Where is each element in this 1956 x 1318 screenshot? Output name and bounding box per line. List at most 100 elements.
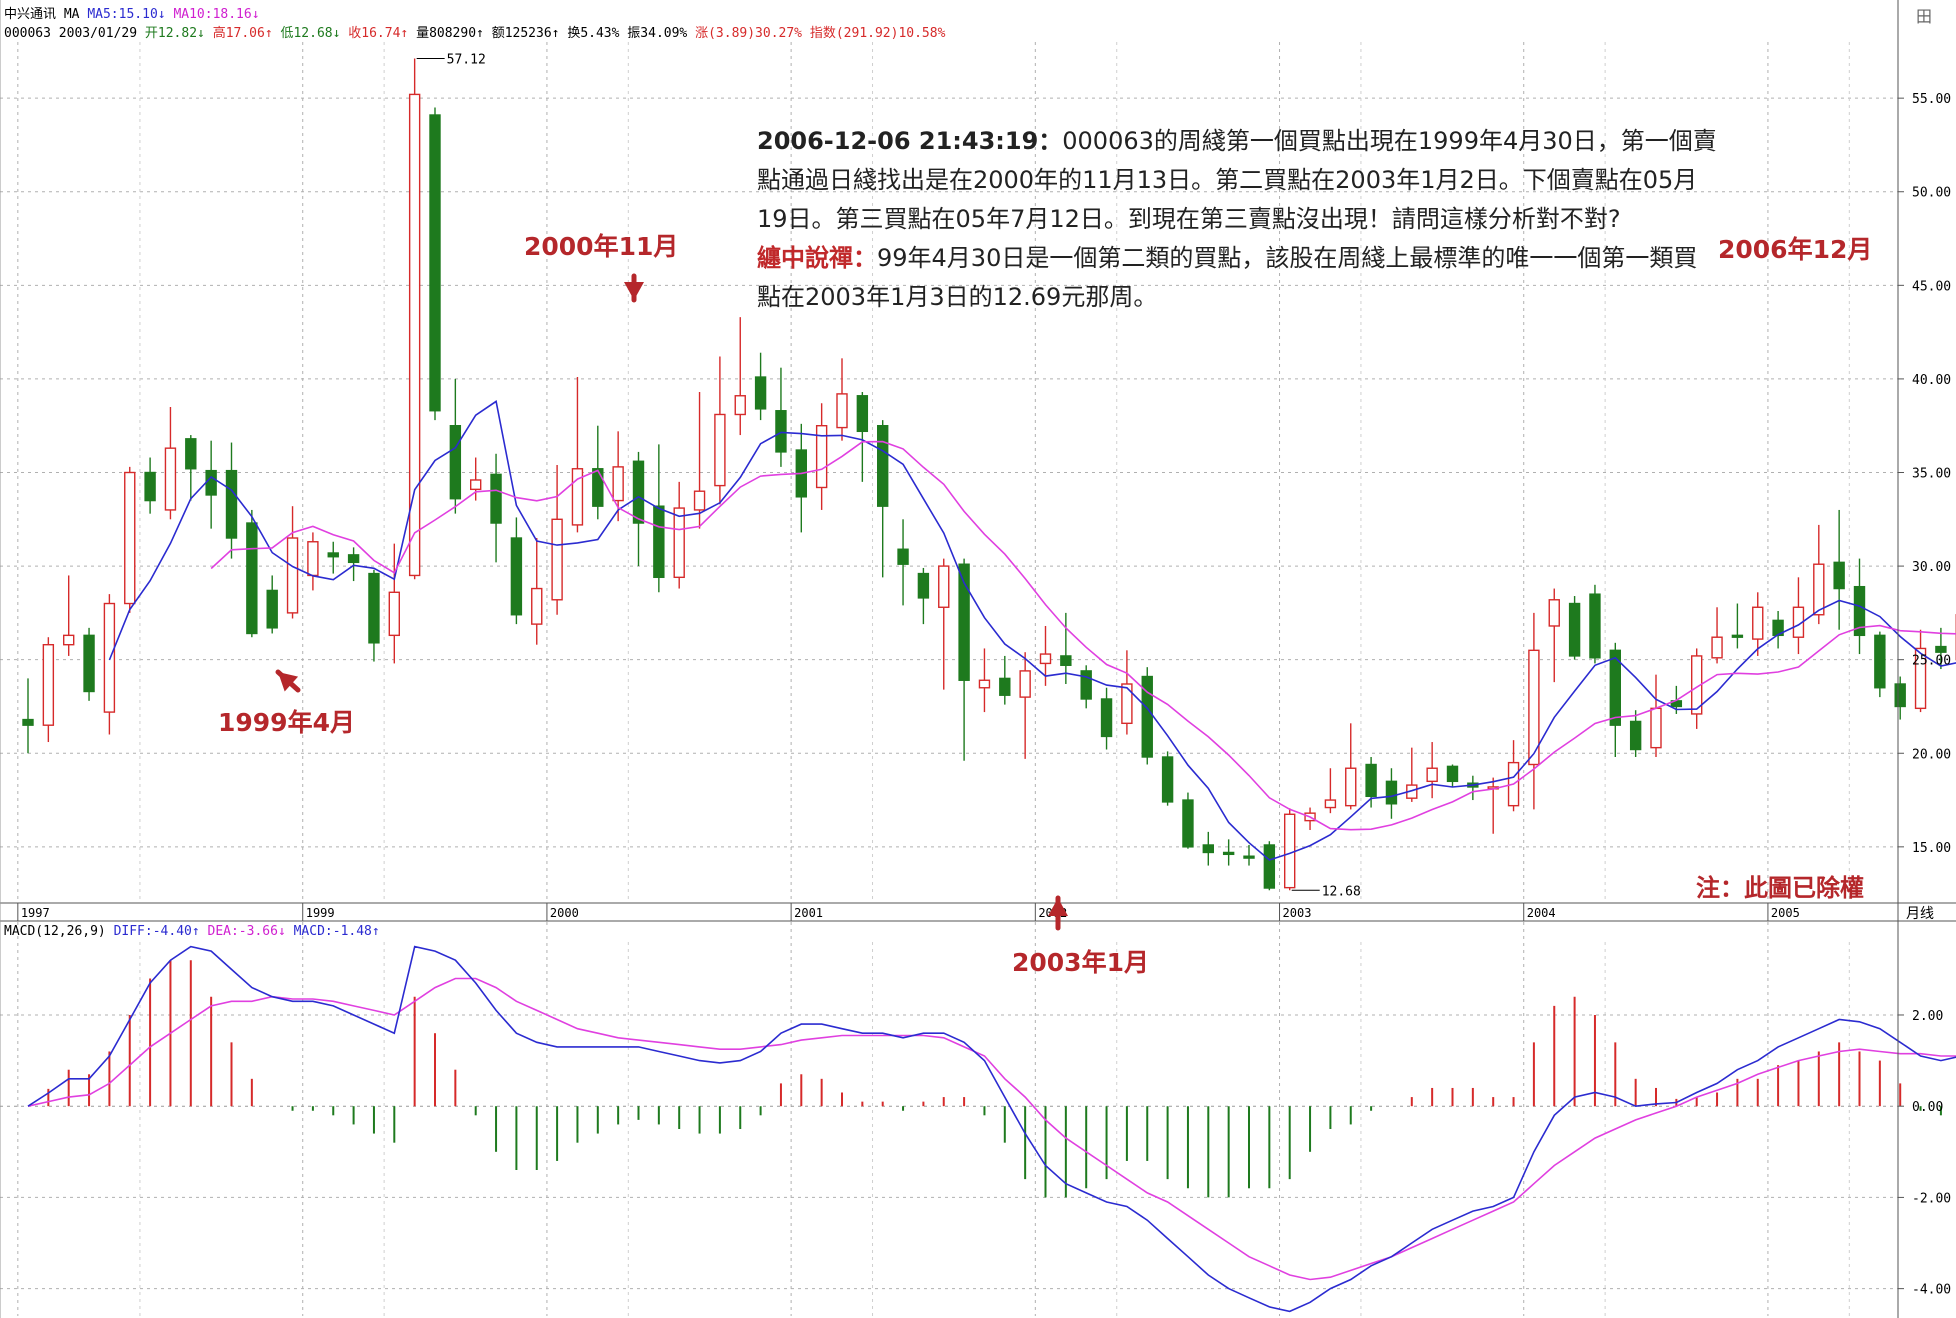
chart-header-line1: 中兴通讯 MA MA5:15.10↓ MA10:18.16↓ [4,3,260,22]
candle-body [103,602,116,713]
note-answer-label: 纏中說禪： [757,244,877,272]
candle-body [1324,799,1337,809]
candle-body [205,469,217,496]
candle-body [1731,634,1744,638]
note-question: 000063的周綫第一個買點出現在1999年4月30日，第一個賣點通過日綫找出是… [757,127,1717,233]
amplitude-readout: 振34.09% [627,26,688,41]
layout-toggle-icon[interactable]: 田 [1916,7,1933,26]
candlestick-series: 57.12 12.68 [22,52,1956,899]
candle-body [63,634,75,646]
adjusted-price-footnote: 注：此圖已除權 [1696,874,1864,902]
candle-body [1548,599,1560,627]
year-label: 2004 [1527,906,1556,920]
macd-title: MACD(12,26,9) [4,924,106,939]
candle-body [449,425,462,500]
candle-body [83,634,95,693]
candle-body [1752,606,1764,640]
candle-body [1365,763,1377,798]
candle-body [1039,653,1052,665]
candle-body [836,393,848,429]
candle-body [1894,683,1906,708]
candle-body [632,460,645,524]
candle-body [1263,844,1276,889]
index-readout: 指数(291.92)10.58% [809,26,946,41]
candle-body [897,548,909,565]
candle-body [938,565,950,608]
candle-body [286,537,299,614]
open-readout: 开12.82↓ [144,26,205,41]
callout-2003-january: 2003年1月 [1012,948,1149,977]
candle-body [1711,636,1723,659]
commentary-block: 2006-12-06 21:43:19：000063的周綫第一個買點出現在199… [757,122,1717,317]
candle-body [775,410,787,453]
macd-tick-label: 0.00 [1912,1100,1943,1115]
candle-body [144,471,156,502]
candle-body [999,677,1011,696]
candle-body [714,413,726,487]
candle-body [754,376,767,410]
dea-line [27,977,1956,1281]
dea-readout: DEA:-3.66↓ [207,924,286,939]
ma-label: MA [63,7,80,22]
period-label[interactable]: 月线 [1906,906,1934,922]
candle-body [877,425,889,507]
candle-body [1182,799,1194,848]
candle-body [225,469,238,539]
price-tick-label: 40.00 [1912,373,1951,388]
candle-body [470,479,482,491]
candle-body [246,522,258,635]
candle-body [408,93,421,577]
moving-average-lines [108,400,1956,861]
stock-name: 中兴通讯 [4,7,57,22]
ma10-readout: MA10:18.16↓ [173,7,260,22]
year-label: 2003 [1283,906,1312,920]
year-label: 2005 [1771,906,1800,920]
candle-body [429,114,441,412]
candle-body [1528,649,1540,766]
price-tick-label: 45.00 [1912,279,1951,294]
price-tick-label: 20.00 [1912,747,1951,762]
macd-tick-label: 2.00 [1912,1009,1943,1024]
price-tick-label: 15.00 [1912,841,1951,856]
arrow-1999-head [278,672,299,692]
candle-body [1080,670,1092,700]
candle-body [1283,813,1296,889]
candle-body [673,507,685,579]
candle-body [978,679,991,689]
diff-line [27,945,1956,1313]
price-tick-label: 25.00 [1912,654,1951,669]
candle-body [917,572,930,599]
year-label: 1997 [21,906,50,920]
candle-body [490,473,502,524]
code-date: 000063 2003/01/29 [4,26,138,41]
candle-body [388,591,400,637]
candle-body [1629,720,1642,751]
candle-body [1202,844,1215,854]
note-answer: 99年4月30日是一個第二類的買點，該股在周綫上最標準的唯一一個第一類買點在20… [757,244,1698,311]
volume-readout: 量808290↑ [416,26,484,41]
candle-body [124,471,136,605]
candle-body [1426,767,1438,783]
annotation-arrows [275,273,1068,931]
macd-lines [27,945,1956,1313]
change-readout: 涨(3.89)30.27% [695,26,803,41]
callout-1999-april: 1999年4月 [218,708,355,737]
candle-body [510,537,523,616]
ma5-line [108,400,1956,861]
candle-body [327,552,339,558]
candle-body [42,644,55,726]
price-tick-label: 30.00 [1912,560,1951,575]
extreme-label: 12.68 [1322,884,1361,899]
candle-body [1060,655,1072,666]
macd-tick-label: -4.00 [1912,1283,1951,1298]
candle-body [1568,602,1581,657]
candle-body [347,554,360,564]
candle-body [1345,767,1357,807]
candle-body [1833,561,1845,590]
high-readout: 高17.06↑ [212,26,273,41]
candle-body [571,468,584,526]
callout-2006-december: 2006年12月 [1718,235,1873,264]
candle-body [856,395,869,433]
amount-readout: 额125236↑ [491,26,560,41]
